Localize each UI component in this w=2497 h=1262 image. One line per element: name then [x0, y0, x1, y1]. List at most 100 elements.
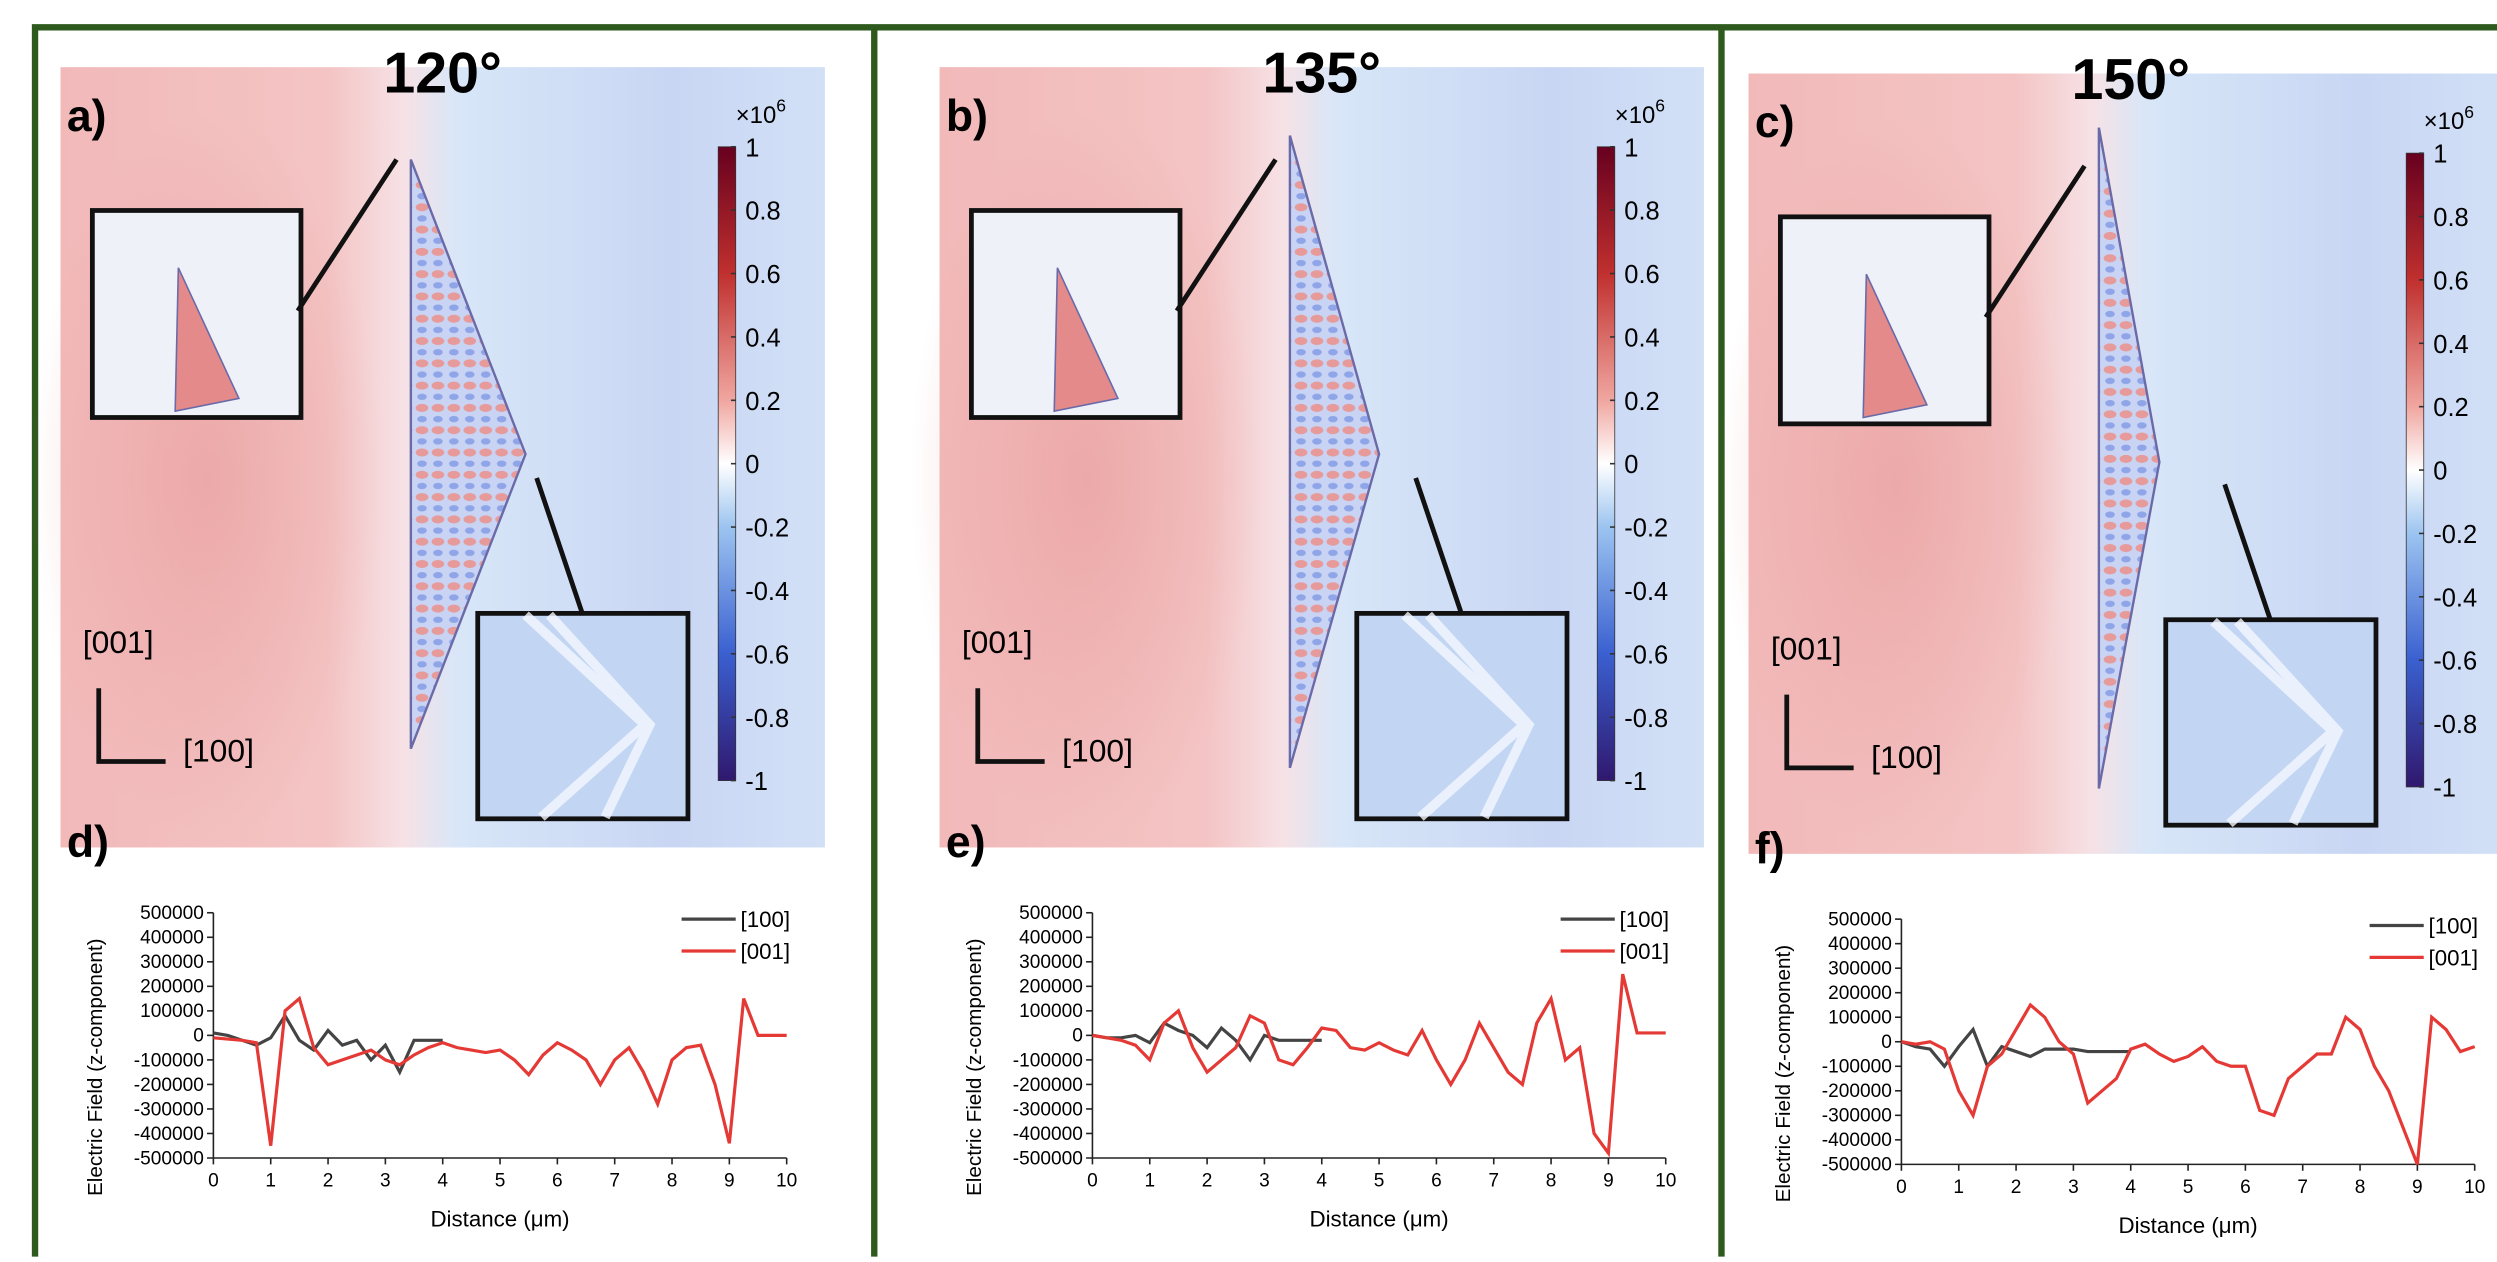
- y-tick-label: -100000: [134, 1050, 204, 1071]
- x-tick-label: 2: [2011, 1177, 2022, 1198]
- legend-label: [100]: [2429, 913, 2479, 938]
- x-tick-label: 0: [1896, 1177, 1907, 1198]
- y-tick-label: 500000: [140, 903, 204, 924]
- direction-axes: [1784, 694, 1854, 771]
- y-axis-label: Electric Field (z-component): [963, 938, 986, 1196]
- x-axis-label: Distance (μm): [1310, 1206, 1449, 1231]
- legend-label: [001]: [2429, 945, 2479, 970]
- y-tick-label: 200000: [1828, 983, 1892, 1004]
- colorbar-tick-label: -0.4: [2433, 584, 2477, 612]
- x-tick-label: 4: [2125, 1177, 2136, 1198]
- colorbar-tick-label: -0.8: [745, 705, 789, 733]
- colorbar-tick-label: 0.4: [745, 324, 780, 352]
- panel: 135°b)e)[001][100]×10610.80.60.40.20-0.2…: [910, 42, 1704, 867]
- y-axis-label: Electric Field (z-component): [1772, 945, 1795, 1203]
- series-line: [1092, 1021, 1322, 1063]
- y-tick-label: -400000: [134, 1124, 204, 1145]
- colorbar-tick-label: -1: [2433, 775, 2456, 803]
- colorbar-tick-label: -0.6: [745, 641, 789, 669]
- inset-edge: [522, 611, 656, 821]
- y-tick-label: -300000: [1822, 1106, 1892, 1127]
- x-tick-label: 8: [667, 1171, 678, 1192]
- colorbar-unit: ×106: [1615, 96, 1665, 129]
- inset-pointer: [295, 158, 399, 313]
- y-tick-label: 200000: [1019, 977, 1083, 998]
- y-tick-label: -500000: [134, 1148, 204, 1169]
- chart: 500000 400000 300000 200000 100000 0 -100000 -2…: [963, 903, 1676, 1231]
- colorbar-tick-label: 0.2: [745, 388, 780, 416]
- x-tick-label: 6: [552, 1171, 563, 1192]
- panel-label: e): [946, 818, 986, 867]
- y-tick-label: -300000: [1013, 1099, 1083, 1120]
- colorbar-tick-label: -0.6: [2433, 648, 2477, 676]
- panel: 150°c)f)[001][100]×10610.80.60.40.20-0.2…: [1719, 48, 2497, 873]
- y-tick-label: 400000: [140, 928, 204, 949]
- inset-edge: [1401, 611, 1535, 821]
- x-tick-label: 3: [380, 1171, 391, 1192]
- colorbar-tick-label: -0.8: [1624, 705, 1668, 733]
- direction-axes: [96, 688, 166, 764]
- x-tick-label: 3: [1259, 1171, 1270, 1192]
- x-tick-label: 5: [1374, 1171, 1385, 1192]
- series-line: [1092, 973, 1666, 1158]
- x-tick-label: 2: [323, 1171, 334, 1192]
- colorbar-tick-label: -1: [745, 768, 768, 796]
- x-tick-label: 10: [2464, 1177, 2485, 1198]
- colorbar-unit-exponent: 6: [776, 96, 786, 116]
- y-tick-label: 0: [1072, 1026, 1083, 1047]
- y-tick-label: 300000: [1828, 959, 1892, 980]
- panel-label: f): [1755, 824, 1785, 873]
- colorbar-tick-label: 0.8: [745, 198, 780, 226]
- crystal: [2097, 127, 2161, 789]
- x-tick-label: 8: [2355, 1177, 2366, 1198]
- x-tick-label: 10: [776, 1171, 797, 1192]
- x-tick-label: 5: [2183, 1177, 2194, 1198]
- chart: 500000 400000 300000 200000 100000 0 -100000 -2…: [84, 903, 797, 1231]
- legend-label: [100]: [741, 907, 791, 932]
- colorbar-tick-label: 0.6: [745, 261, 780, 289]
- colorbar-tick-label: -0.2: [2433, 521, 2477, 549]
- direction-label: [001]: [1771, 631, 1842, 667]
- colorbar-tick-label: 0.8: [2433, 204, 2468, 232]
- series-line: [1901, 1002, 2476, 1165]
- x-tick-label: 0: [208, 1171, 219, 1192]
- chart: 500000 400000 300000 200000 100000 0 -100000 -2…: [1772, 909, 2485, 1237]
- inset-pointer: [534, 477, 586, 616]
- colorbar-tick-label: 0.6: [2433, 267, 2468, 295]
- y-tick-label: -400000: [1822, 1130, 1892, 1151]
- y-tick-label: -100000: [1822, 1057, 1892, 1078]
- colorbar-unit-base: ×10: [2424, 108, 2465, 135]
- x-tick-label: 5: [495, 1171, 506, 1192]
- inset-box: [1354, 610, 1570, 822]
- colorbar-tick-label: -0.2: [745, 515, 789, 543]
- y-tick-label: 400000: [1828, 934, 1892, 955]
- colorbar-tick-label: 0: [2433, 458, 2447, 486]
- inset-box: [2163, 617, 2379, 828]
- direction-label: [100]: [1062, 732, 1133, 768]
- series-line: [1900, 1026, 2131, 1070]
- colorbar-unit-base: ×10: [736, 102, 777, 129]
- y-tick-label: 0: [1881, 1032, 1892, 1053]
- panel-label: a): [67, 92, 107, 141]
- colorbar-tick-label: 0.4: [1624, 324, 1659, 352]
- x-tick-label: 7: [609, 1171, 620, 1192]
- direction-label: [100]: [1871, 739, 1942, 775]
- y-axis-label: Electric Field (z-component): [84, 938, 107, 1196]
- x-tick-label: 4: [1316, 1171, 1327, 1192]
- x-tick-label: 9: [2412, 1177, 2423, 1198]
- inset-edge: [2210, 617, 2344, 828]
- panel-label: c): [1755, 98, 1795, 147]
- direction-label: [001]: [83, 624, 154, 660]
- panel-label: b): [946, 92, 988, 141]
- x-tick-label: 7: [2297, 1177, 2308, 1198]
- colorbar-tick-label: -0.4: [1624, 578, 1668, 606]
- x-tick-label: 4: [437, 1171, 448, 1192]
- x-tick-label: 9: [1603, 1171, 1614, 1192]
- colorbar-tick-label: 0.2: [1624, 388, 1659, 416]
- crystal: [409, 159, 527, 750]
- y-tick-label: -200000: [1013, 1075, 1083, 1096]
- y-tick-label: 300000: [140, 952, 204, 973]
- panel-title: 150°: [2071, 48, 2190, 112]
- y-tick-label: -100000: [1013, 1050, 1083, 1071]
- y-tick-label: 100000: [1828, 1008, 1892, 1029]
